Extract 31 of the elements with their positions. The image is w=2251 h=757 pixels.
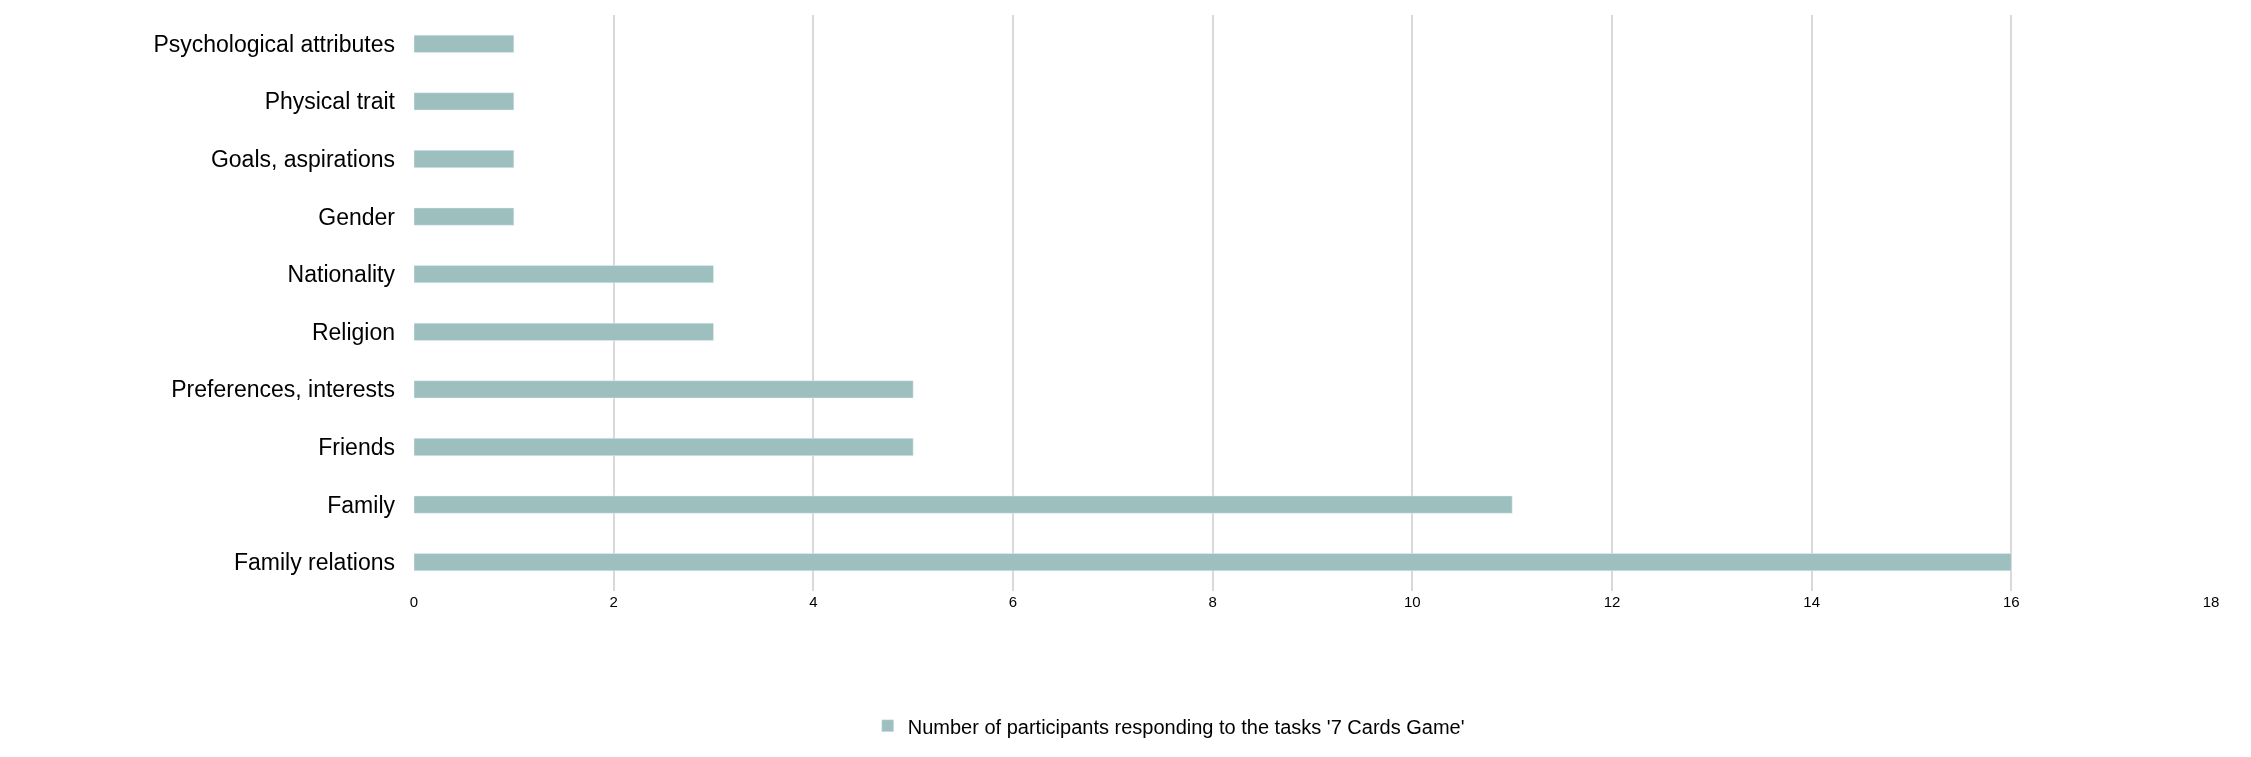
- x-tick-label: 4: [809, 593, 818, 610]
- y-tick-label: Physical trait: [264, 88, 396, 115]
- y-tick-label: Religion: [311, 318, 395, 345]
- bar: [414, 150, 515, 168]
- legend-label: Number of participants responding to the tasks '7 Cards Game': [907, 715, 1465, 738]
- bar: [414, 207, 515, 226]
- bar: [414, 495, 1513, 514]
- bar: [414, 92, 515, 111]
- bar: [414, 553, 2012, 572]
- x-tick-label: 2: [609, 593, 618, 610]
- bar: [414, 34, 515, 53]
- x-tick-label: 8: [1208, 593, 1217, 610]
- y-tick-label: Family: [327, 491, 396, 518]
- x-tick-label: 10: [1403, 593, 1421, 610]
- y-tick-label: Preferences, interests: [171, 376, 395, 403]
- x-tick-label: 16: [2002, 593, 2020, 610]
- x-tick-label: 12: [1603, 593, 1621, 610]
- x-tick-label: 14: [1803, 593, 1821, 610]
- y-tick-label: Goals, aspirations: [210, 146, 395, 173]
- bar: [414, 380, 914, 399]
- y-tick-label: Gender: [318, 203, 396, 230]
- x-tick-label: 0: [409, 593, 419, 610]
- bar: [414, 322, 714, 341]
- y-tick-label: Psychological attributes: [153, 30, 395, 57]
- y-tick-label: Friends: [318, 434, 395, 461]
- bar: [414, 438, 914, 456]
- y-tick-label: Nationality: [287, 261, 396, 288]
- x-tick-label: 6: [1008, 593, 1018, 610]
- bar: [414, 265, 714, 284]
- y-tick-label: Family relations: [233, 549, 395, 576]
- x-tick-label: 18: [2202, 593, 2220, 610]
